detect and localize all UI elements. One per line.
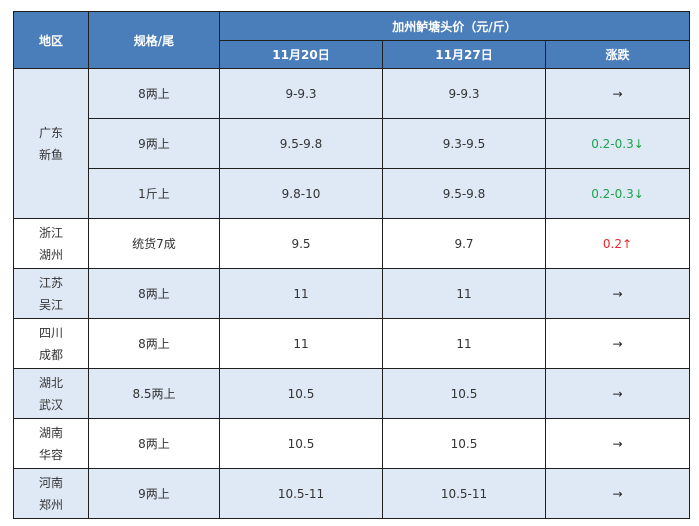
- change-cell: →: [545, 468, 690, 519]
- spec-cell: 9两上: [88, 118, 220, 169]
- spec-cell: 统货7成: [88, 218, 220, 269]
- price-date-1-cell: 9.8-10: [219, 168, 383, 219]
- table-header: 地区 规格/尾 加州鲈塘头价（元/斤） 11月20日 11月27日 涨跌: [13, 11, 690, 69]
- region-name-line-2: 郑州: [38, 497, 63, 512]
- spec-cell: 1斤上: [88, 168, 220, 219]
- region-name-line-1: 湖北: [38, 375, 63, 390]
- price-date-1-cell: 9-9.3: [219, 68, 383, 119]
- price-date-2-cell: 9-9.3: [382, 68, 546, 119]
- change-cell: →: [545, 68, 690, 119]
- header-change: 涨跌: [545, 40, 690, 69]
- price-date-2-cell: 9.3-9.5: [382, 118, 546, 169]
- change-cell: →: [545, 268, 690, 319]
- price-date-1-cell: 11: [219, 268, 383, 319]
- change-cell: 0.2↑: [545, 218, 690, 269]
- price-table: 地区 规格/尾 加州鲈塘头价（元/斤） 11月20日 11月27日 涨跌 广东新…: [13, 11, 690, 519]
- price-date-1-cell: 11: [219, 318, 383, 369]
- change-cell: 0.2-0.3↓: [545, 168, 690, 219]
- header-price-group: 加州鲈塘头价（元/斤）: [219, 11, 690, 41]
- region-cell: 湖南 华容: [13, 418, 89, 469]
- header-date-2: 11月27日: [382, 40, 546, 69]
- price-date-1-cell: 9.5: [219, 218, 383, 269]
- table-row: 河南 郑州 9两上 10.5-11 10.5-11 →: [13, 468, 690, 519]
- table-row: 江苏 吴江 8两上 11 11 →: [13, 268, 690, 319]
- region-name-line-2: 湖州: [38, 247, 63, 262]
- price-date-1-cell: 9.5-9.8: [219, 118, 383, 169]
- region-cell: 江苏 吴江: [13, 268, 89, 319]
- spec-cell: 8两上: [88, 418, 220, 469]
- table-row: 广东 新鱼 8两上 9-9.3 9-9.3 →: [13, 68, 690, 219]
- table-body: 广东 新鱼 8两上 9-9.3 9-9.3 → 9两上 9.5-9.8 9.3-9.5 0.2-0…: [13, 68, 690, 519]
- table-row: 浙江 湖州 统货7成 9.5 9.7 0.2↑: [13, 218, 690, 269]
- region-name-line-1: 江苏: [38, 275, 63, 290]
- region-name-line-2: 新鱼: [38, 147, 63, 162]
- price-date-2-cell: 9.5-9.8: [382, 168, 546, 219]
- header-date-1: 11月20日: [219, 40, 383, 69]
- table-row: 9两上 9.5-9.8 9.3-9.5 0.2-0.3↓: [14, 118, 690, 169]
- spec-cell: 9两上: [88, 468, 220, 519]
- table-row: 1斤上 9.8-10 9.5-9.8 0.2-0.3↓: [14, 168, 690, 219]
- price-date-2-cell: 10.5-11: [382, 468, 546, 519]
- price-date-2-cell: 11: [382, 268, 546, 319]
- table-row: 湖北 武汉 8.5两上 10.5 10.5 →: [13, 368, 690, 419]
- header-spec: 规格/尾: [88, 11, 220, 69]
- region-name-line-2: 成都: [38, 347, 63, 362]
- table-row: 湖南 华容 8两上 10.5 10.5 →: [13, 418, 690, 469]
- table-row: 四川 成都 8两上 11 11 →: [13, 318, 690, 369]
- region-name-line-2: 武汉: [38, 397, 63, 412]
- region-cell: 河南 郑州: [13, 468, 89, 519]
- region-name-line-1: 浙江: [38, 225, 63, 240]
- header-region: 地区: [13, 11, 89, 69]
- region-cell: 四川 成都: [13, 318, 89, 369]
- region-name-line-2: 华容: [38, 447, 63, 462]
- spec-cell: 8两上: [88, 318, 220, 369]
- price-date-2-cell: 10.5: [382, 418, 546, 469]
- change-cell: →: [545, 318, 690, 369]
- region-name-line-1: 广东: [38, 125, 63, 140]
- change-cell: →: [545, 418, 690, 469]
- region-name-line-1: 四川: [38, 325, 63, 340]
- change-cell: →: [545, 368, 690, 419]
- price-date-1-cell: 10.5: [219, 418, 383, 469]
- spec-cell: 8.5两上: [88, 368, 220, 419]
- region-cell: 湖北 武汉: [13, 368, 89, 419]
- price-date-2-cell: 10.5: [382, 368, 546, 419]
- region-cell: 广东 新鱼: [13, 68, 89, 219]
- spec-cell: 8两上: [88, 268, 220, 319]
- spec-cell: 8两上: [88, 68, 220, 119]
- price-date-2-cell: 11: [382, 318, 546, 369]
- region-cell: 浙江 湖州: [13, 218, 89, 269]
- region-name-line-1: 湖南: [38, 425, 63, 440]
- price-date-2-cell: 9.7: [382, 218, 546, 269]
- change-cell: 0.2-0.3↓: [545, 118, 690, 169]
- price-date-1-cell: 10.5-11: [219, 468, 383, 519]
- region-name-line-2: 吴江: [38, 297, 63, 312]
- region-name-line-1: 河南: [38, 475, 63, 490]
- price-date-1-cell: 10.5: [219, 368, 383, 419]
